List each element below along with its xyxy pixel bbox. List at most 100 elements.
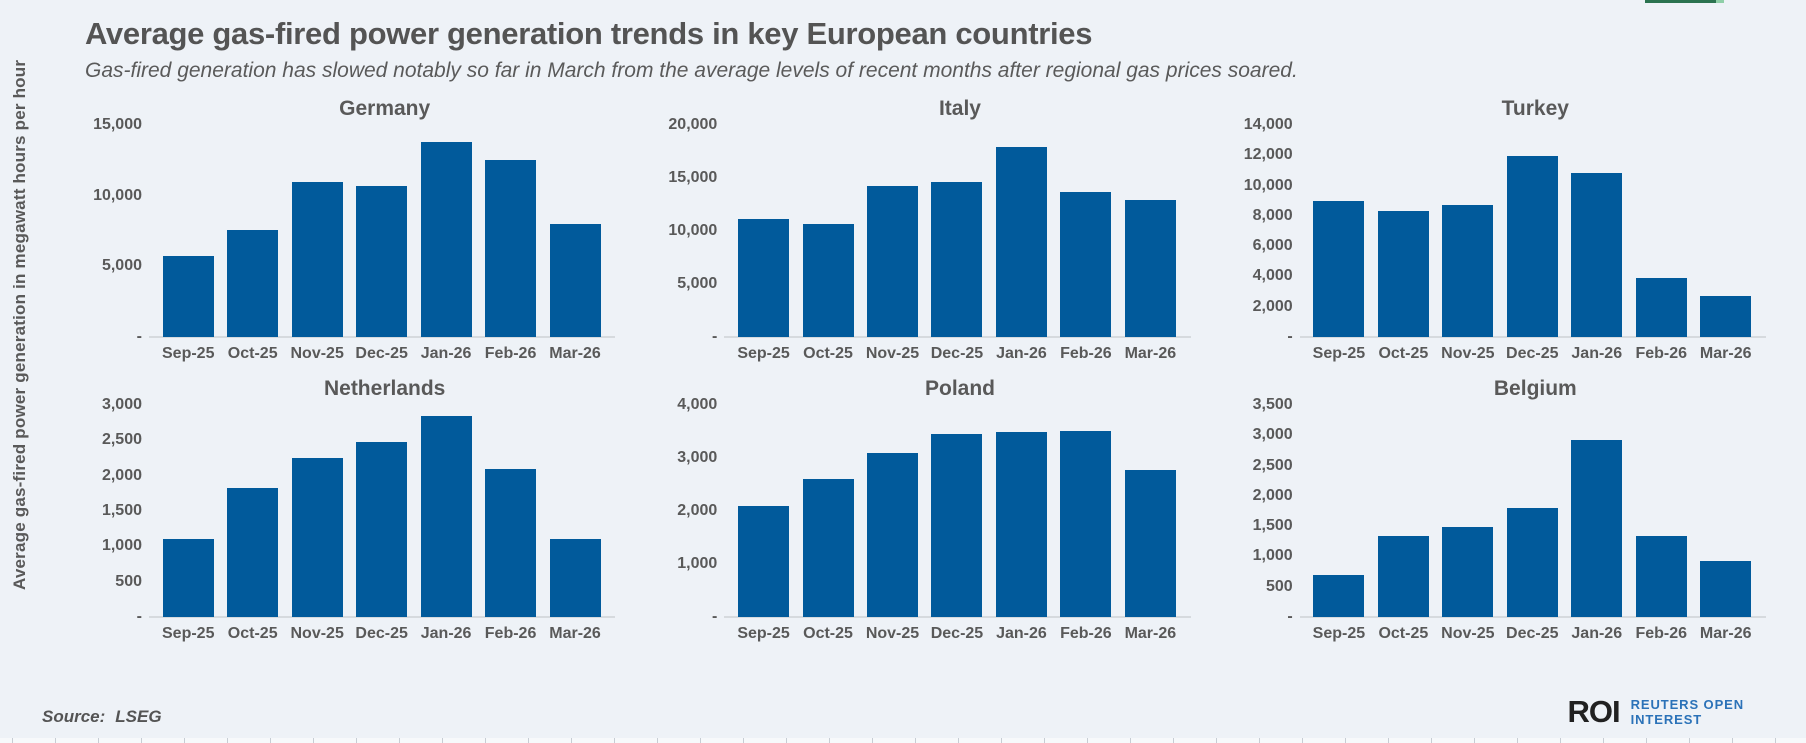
- y-tick-label: 10,000: [1243, 176, 1293, 194]
- y-tick-label: 1,000: [677, 555, 718, 572]
- x-tick-label: Jan-26: [996, 345, 1047, 362]
- y-tick-label: 2,000: [1252, 486, 1293, 504]
- y-tick-label: 500: [1265, 577, 1293, 595]
- x-tick-label: Nov-25: [1441, 625, 1495, 642]
- bars: [156, 405, 607, 617]
- bar-slot: [349, 125, 413, 337]
- bar-turkey-nov-25: [1442, 205, 1494, 337]
- plot-area-germany: [149, 125, 616, 338]
- y-tick-label: 14,000: [1243, 116, 1293, 133]
- bar-belgium-dec-25: [1506, 507, 1558, 617]
- bar-germany-sep-25: [162, 256, 214, 337]
- bar-italy-dec-25: [931, 181, 983, 337]
- bar-turkey-jan-26: [1571, 172, 1623, 337]
- y-tick-label: 12,000: [1243, 146, 1293, 164]
- plot-row: 4,000 3,000 2,000 1,000 -: [641, 396, 1191, 625]
- x-tick-label: Nov-25: [865, 345, 920, 362]
- bar-netherlands-jan-26: [420, 416, 472, 617]
- x-tick-label: Oct-25: [227, 345, 278, 362]
- x-tick-label: Dec-25: [930, 345, 984, 362]
- bars: [156, 125, 607, 337]
- bar-italy-nov-25: [867, 186, 918, 337]
- bar-netherlands-nov-25: [291, 458, 343, 617]
- chart-title-netherlands: Netherlands: [323, 377, 446, 400]
- bar-germany-jan-26: [420, 141, 472, 337]
- x-tick-label: Nov-25: [290, 625, 344, 642]
- x-axis-labels-turkey: Sep-25 Oct-25 Nov-25 Dec-25 Jan-26 Feb-26 Mar-…: [1305, 345, 1766, 363]
- bars: [731, 405, 1182, 617]
- bar-slot: [1693, 125, 1757, 337]
- bar-slot: [1118, 125, 1182, 337]
- plot-area-netherlands: [149, 405, 616, 618]
- chart-title-belgium: Belgium: [1493, 377, 1577, 400]
- y-tick-label: 3,000: [1252, 426, 1293, 444]
- x-tick-label: Mar-26: [1124, 345, 1177, 362]
- x-tick-label: Feb-26: [484, 625, 537, 642]
- y-tick-label: 1,000: [101, 537, 142, 555]
- roi-logo-mark: ROI: [1567, 694, 1621, 729]
- plot-row: 20,000 15,000 10,000 5,000 -: [641, 116, 1191, 345]
- bar-slot: [1371, 125, 1435, 337]
- bar-slot: [925, 125, 989, 337]
- bar-slot: [796, 125, 860, 337]
- bar-belgium-feb-26: [1635, 536, 1687, 617]
- y-tick-label: 2,000: [101, 466, 142, 484]
- y-axis-italy: 20,000 15,000 10,000 5,000 -: [641, 116, 729, 345]
- plot-row: 3,500 3,000 2,500 2,000 1,500 1,000 500 -: [1217, 396, 1766, 625]
- y-tick-label: 2,500: [1252, 456, 1293, 474]
- bar-slot: [1054, 125, 1118, 337]
- bar-slot: [1307, 405, 1371, 617]
- x-axis-line: [724, 336, 1191, 338]
- bar-slot: [731, 405, 795, 617]
- y-tick-label: 500: [115, 572, 142, 590]
- bar-poland-dec-25: [931, 434, 983, 617]
- x-tick-label: Mar-26: [549, 345, 601, 362]
- bar-poland-sep-25: [738, 505, 790, 617]
- y-tick-label: 3,500: [1252, 396, 1293, 413]
- bar-slot: [478, 405, 542, 617]
- bar-belgium-jan-26: [1571, 439, 1623, 617]
- x-tick-label: Oct-25: [227, 625, 278, 642]
- x-axis-line: [1299, 336, 1766, 338]
- bar-germany-dec-25: [356, 186, 408, 337]
- x-tick-label: Mar-26: [549, 625, 601, 642]
- bar-slot: [1307, 125, 1371, 337]
- bar-netherlands-dec-25: [356, 442, 408, 617]
- y-tick-label: 15,000: [93, 116, 142, 133]
- y-tick-label: 6,000: [1252, 237, 1293, 255]
- bar-slot: [349, 405, 413, 617]
- y-tick-label: 5,000: [101, 257, 142, 275]
- bar-belgium-oct-25: [1377, 535, 1429, 617]
- bar-slot: [1118, 405, 1182, 617]
- bar-slot: [543, 405, 607, 617]
- x-tick-label: Oct-25: [1378, 345, 1429, 362]
- x-tick-label: Feb-26: [1060, 345, 1112, 362]
- y-tick-label: 5,000: [677, 275, 718, 292]
- y-tick-label: 1,500: [101, 502, 142, 519]
- y-tick-label: -: [136, 328, 142, 345]
- bar-slot: [1565, 405, 1629, 617]
- chart-panel-germany: Germany 15,000 10,000 5,000 - Sep-25 Oct-25 Nov…: [66, 97, 616, 363]
- bar-slot: [1500, 405, 1564, 617]
- bars: [1307, 125, 1758, 337]
- chart-panel-belgium: Belgium 3,500 3,000 2,500 2,000 1,500 1,000 500…: [1217, 377, 1766, 643]
- x-tick-label: Sep-25: [162, 625, 215, 642]
- x-tick-label: Sep-25: [737, 625, 790, 642]
- y-axis-netherlands: 3,000 2,500 2,000 1,500 1,000 500 -: [66, 396, 154, 625]
- bar-poland-jan-26: [995, 432, 1047, 617]
- y-tick-label: 3,000: [677, 449, 718, 466]
- x-tick-label: Jan-26: [1571, 625, 1623, 642]
- header: Average gas-fired power generation trend…: [0, 0, 1806, 83]
- y-tick-label: 20,000: [668, 116, 718, 133]
- x-tick-label: Feb-26: [484, 345, 537, 362]
- clipped-green-bar-cap: [1716, 0, 1724, 3]
- bar-netherlands-sep-25: [162, 539, 214, 617]
- x-axis-labels-belgium: Sep-25 Oct-25 Nov-25 Dec-25 Jan-26 Feb-26 Mar-…: [1305, 625, 1766, 643]
- plot-area-italy: [724, 125, 1191, 338]
- x-tick-label: Mar-26: [1124, 625, 1177, 642]
- x-tick-label: Oct-25: [1378, 625, 1429, 642]
- bar-slot: [156, 405, 220, 617]
- x-tick-label: Mar-26: [1699, 345, 1752, 362]
- bar-italy-oct-25: [802, 223, 854, 337]
- x-tick-label: Dec-25: [1506, 345, 1559, 362]
